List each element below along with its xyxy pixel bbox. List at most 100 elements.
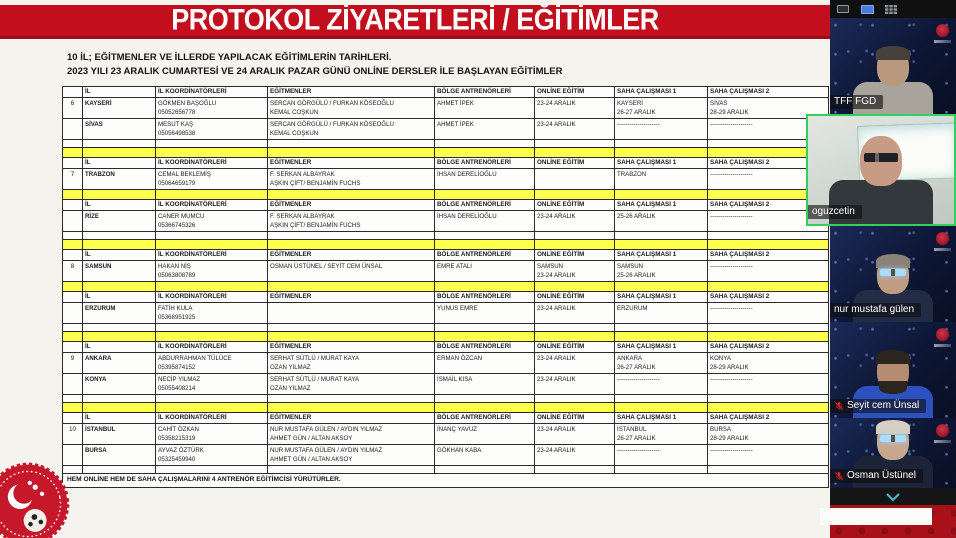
collapse-bar — [830, 488, 956, 505]
table-cell: SAMSUN 23-24 ARALIK — [535, 261, 615, 281]
table-cell: --------------------- — [710, 305, 753, 312]
intro-text: 10 İL; EĞİTMENLER VE İLLERDE YAPILACAK E… — [67, 51, 562, 80]
participant-name: Seyit cem Ünsal — [830, 399, 927, 413]
table-cell: SERCAN GÖRGÜLÜ / FURKAN KÖSEOĞLU KEMAL CO… — [268, 119, 435, 139]
table-cell: SİVAS 28-29 ARALIK — [710, 100, 749, 117]
table-cell: HAKAN NİŞ 05063808789 — [156, 261, 268, 281]
column-header: EĞİTMENLER — [268, 200, 435, 210]
participant-tile[interactable]: Seyit cem Ünsal — [830, 322, 956, 418]
muted-mic-icon — [834, 471, 844, 480]
table-cell — [268, 240, 435, 249]
column-header: İL KOORDİNATÖRLERİ — [156, 250, 268, 260]
table-row: BURSA AYVAZ ÖZTÜRK 05325459940 NUR MUSTAFA … — [63, 445, 828, 466]
table-cell — [435, 403, 535, 412]
table-cell: SERHAT SÜTLÜ / MURAT KAYA OZAN YILMAZ — [268, 353, 435, 373]
table-cell: F. SERKAN ALBAYRAK AŞKIN ÇİFT/ BENJAMİN F… — [268, 169, 435, 189]
table-cell — [156, 140, 268, 147]
column-header: BÖLGE ANTRENÖRLERİ — [435, 342, 535, 352]
table-cell: MESUT KAŞ 05056498538 — [156, 119, 268, 139]
table-cell — [63, 158, 83, 168]
table-cell — [268, 232, 435, 239]
table-cell: İHSAN DERELİOĞLU — [435, 211, 535, 231]
table-cell — [708, 395, 828, 402]
column-header: EĞİTMENLER — [268, 342, 435, 352]
column-header: İL — [83, 200, 156, 210]
participant-tile[interactable]: Osman Üstünel — [830, 418, 956, 488]
table-cell: 9 — [63, 353, 83, 373]
table-cell — [708, 190, 828, 199]
column-header: SAHA ÇALIŞMASI 2 — [710, 159, 770, 166]
spacer-row — [63, 148, 828, 158]
table-cell: KAYSERİ — [83, 98, 156, 118]
table-cell: İHSAN DERELİOĞLU — [435, 169, 535, 189]
table-row: 7 TRABZON CEMAL BEKLEMİŞ 05064659179 F. SERK… — [63, 169, 828, 190]
table-cell: ERZURUM — [615, 303, 708, 323]
column-header: SAHA ÇALIŞMASI 1 — [615, 413, 708, 423]
table-cell — [535, 324, 615, 331]
column-header: İL — [83, 413, 156, 423]
table-cell — [156, 395, 268, 402]
table-cell: F. SERKAN ALBAYRAK AŞKIN ÇİFT/ BENJAMİN F… — [268, 211, 435, 231]
column-header: İL KOORDİNATÖRLERİ — [156, 413, 268, 423]
table-row: 6 KAYSERİ GÖKMEN BAŞOĞLU 05052656778 SERCAN … — [63, 98, 828, 119]
table-cell — [63, 282, 83, 291]
table-cell: CAHİT ÖZKAN 05358215319 — [156, 424, 268, 444]
speaker-view-icon — [837, 5, 849, 13]
table-cell — [435, 332, 535, 341]
table-cell — [63, 148, 83, 157]
table-cell — [708, 332, 828, 341]
table-cell: AHMET İPEK — [435, 98, 535, 118]
table-cell — [535, 190, 615, 199]
column-header: ONLİNE EĞİTİM — [535, 87, 615, 97]
table-cell: 8 — [63, 261, 83, 281]
glasses — [880, 435, 906, 442]
table-footer-note: HEM ONLİNE HEM DE SAHA ÇALIŞMALARINI 4 A… — [63, 474, 828, 487]
column-header: EĞİTMENLER — [268, 158, 435, 168]
column-header: İL KOORDİNATÖRLERİ — [156, 200, 268, 210]
column-header: SAHA ÇALIŞMASI 1 — [615, 200, 708, 210]
table-cell — [156, 332, 268, 341]
table-cell — [83, 324, 156, 331]
column-header: İL — [83, 342, 156, 352]
table-cell: CEMAL BEKLEMİŞ 05064659179 — [156, 169, 268, 189]
spacer-row — [63, 403, 828, 413]
participant-tile[interactable]: oguzcetin — [806, 114, 956, 226]
table-cell — [156, 282, 268, 291]
column-header: İL KOORDİNATÖRLERİ — [156, 87, 268, 97]
table-cell — [615, 395, 708, 402]
schedule-table: İL İL KOORDİNATÖRLERİ EĞİTMENLER BÖLGE ANTR… — [62, 86, 829, 488]
table-cell: 23-24 ARALIK — [535, 211, 615, 231]
table-cell: CANER MUMCU 05366745326 — [156, 211, 268, 231]
column-header: SAHA ÇALIŞMASI 1 — [615, 250, 708, 260]
speaker-view-button[interactable] — [835, 3, 851, 15]
table-cell: EMRE ATALI — [435, 261, 535, 281]
table-cell: SİVAS — [83, 119, 156, 139]
table-cell: --------------------- — [710, 447, 753, 454]
participant-tile[interactable]: nur mustafa gülen — [830, 226, 956, 322]
column-header: İL — [83, 158, 156, 168]
table-cell: ANKARA — [83, 353, 156, 373]
participant-tile[interactable]: TFF FGD — [830, 18, 956, 114]
column-header: ONLİNE EĞİTİM — [535, 158, 615, 168]
column-header: EĞİTMENLER — [268, 250, 435, 260]
table-cell — [535, 148, 615, 157]
table-cell — [435, 148, 535, 157]
column-header: SAHA ÇALIŞMASI 1 — [615, 342, 708, 352]
table-cell — [156, 148, 268, 157]
table-cell: KONYA 28-29 ARALIK — [710, 355, 749, 372]
table-cell: SAMSUN — [83, 261, 156, 281]
spacer-row — [63, 232, 828, 240]
page-title: PROTOKOL ZİYARETLERİ / EĞİTİMLER — [171, 5, 659, 37]
table-cell — [63, 119, 83, 139]
sidebar-view-button[interactable] — [859, 3, 875, 15]
table-cell — [63, 240, 83, 249]
table-cell — [708, 148, 828, 157]
table-cell — [435, 282, 535, 291]
table-cell: İSMAİL KISA — [435, 374, 535, 394]
video-sidebar: TFF FGD oguzcetin nur mustafa gülen Seyit c… — [806, 0, 956, 538]
table-cell — [63, 232, 83, 239]
table-cell: --------------------- — [615, 119, 708, 139]
gallery-view-button[interactable] — [883, 3, 899, 15]
chevron-down-icon[interactable] — [885, 492, 901, 502]
